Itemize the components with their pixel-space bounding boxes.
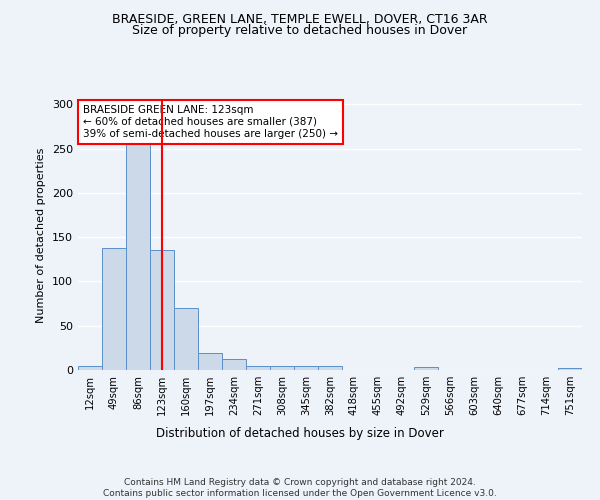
Bar: [246, 366, 270, 370]
Bar: [414, 368, 438, 370]
Bar: [126, 116, 150, 370]
Bar: [558, 368, 582, 370]
Text: Size of property relative to detached houses in Dover: Size of property relative to detached ho…: [133, 24, 467, 37]
Text: BRAESIDE GREEN LANE: 123sqm
← 60% of detached houses are smaller (387)
39% of se: BRAESIDE GREEN LANE: 123sqm ← 60% of det…: [83, 106, 338, 138]
Bar: [222, 360, 246, 370]
Bar: [102, 248, 126, 370]
Bar: [78, 366, 102, 370]
Text: BRAESIDE, GREEN LANE, TEMPLE EWELL, DOVER, CT16 3AR: BRAESIDE, GREEN LANE, TEMPLE EWELL, DOVE…: [112, 12, 488, 26]
Bar: [198, 353, 222, 370]
Bar: [318, 366, 342, 370]
Y-axis label: Number of detached properties: Number of detached properties: [37, 148, 46, 322]
Bar: [150, 250, 174, 370]
Bar: [270, 366, 294, 370]
Bar: [294, 366, 318, 370]
Bar: [174, 308, 198, 370]
Text: Distribution of detached houses by size in Dover: Distribution of detached houses by size …: [156, 428, 444, 440]
Text: Contains HM Land Registry data © Crown copyright and database right 2024.
Contai: Contains HM Land Registry data © Crown c…: [103, 478, 497, 498]
